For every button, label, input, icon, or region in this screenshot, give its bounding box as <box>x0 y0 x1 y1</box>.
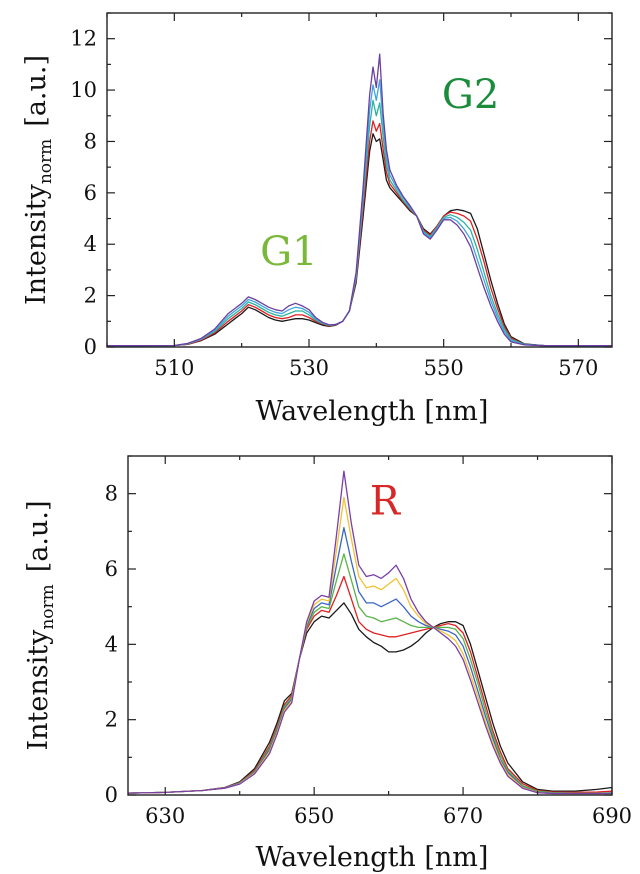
series-group <box>128 470 612 795</box>
y-tick-label: 8 <box>105 482 118 506</box>
y-tick-label: 12 <box>70 27 97 51</box>
x-tick-label: 550 <box>424 356 464 380</box>
y-tick-label: 0 <box>84 335 97 359</box>
series-line-5 <box>128 496 612 795</box>
x-tick-label: 570 <box>558 356 598 380</box>
series-line-4 <box>128 526 612 795</box>
x-tick-label: 650 <box>294 804 334 828</box>
y-axis-title-subscript: norm <box>38 584 58 629</box>
y-tick-label: 8 <box>84 129 97 153</box>
series-line-2 <box>107 120 612 347</box>
x-axis-title: Wavelength [nm] <box>256 396 489 427</box>
y-tick-label: 2 <box>105 708 118 732</box>
series-line-5 <box>107 53 612 347</box>
series-line-2 <box>128 575 612 794</box>
x-tick-label: 530 <box>289 356 329 380</box>
y-tick-label: 4 <box>105 632 118 656</box>
x-tick-label: 670 <box>443 804 483 828</box>
series-line-3 <box>128 553 612 794</box>
top-panel: 510 530 550 570 0 2 4 6 8 10 12 Wavelength [nm] Inte… <box>21 12 613 427</box>
plot-frame <box>127 455 613 796</box>
y-axis-title: Intensitynorm [a.u.] <box>23 500 58 750</box>
y-axis-title: Intensitynorm [a.u.] <box>21 55 56 305</box>
y-axis-title-main: Intensity <box>23 629 54 751</box>
y-axis-title-unit: [a.u.] <box>23 500 54 572</box>
x-tick-label: 510 <box>154 356 194 380</box>
series-line-1 <box>128 602 612 794</box>
y-tick-label: 2 <box>84 284 97 308</box>
x-axis-title: Wavelength [nm] <box>256 842 489 873</box>
plot-frame <box>106 12 613 348</box>
y-tick-label: 0 <box>105 783 118 807</box>
y-tick-label: 10 <box>70 78 97 102</box>
x-tick-label: 690 <box>592 804 632 828</box>
series-line-1 <box>107 133 612 347</box>
y-tick-label: 4 <box>84 232 97 256</box>
y-tick-label: 6 <box>84 181 97 205</box>
series-line-4 <box>107 79 612 347</box>
x-tick-label: 630 <box>145 804 185 828</box>
series-line-6 <box>128 470 612 795</box>
y-axis-title-main: Intensity <box>21 183 52 305</box>
y-axis-title-unit: [a.u.] <box>21 55 52 127</box>
peak-annotation: G2 <box>442 72 499 118</box>
peak-annotation: R <box>370 478 402 524</box>
y-tick-label: 6 <box>105 557 118 581</box>
series-line-3 <box>107 99 612 347</box>
series-group <box>107 53 612 347</box>
y-axis-title-subscript: norm <box>36 139 56 184</box>
bottom-panel: 630 650 670 690 0 2 4 6 8 Wavelength [nm] Intensit… <box>23 455 632 873</box>
peak-annotation: G1 <box>260 229 317 275</box>
